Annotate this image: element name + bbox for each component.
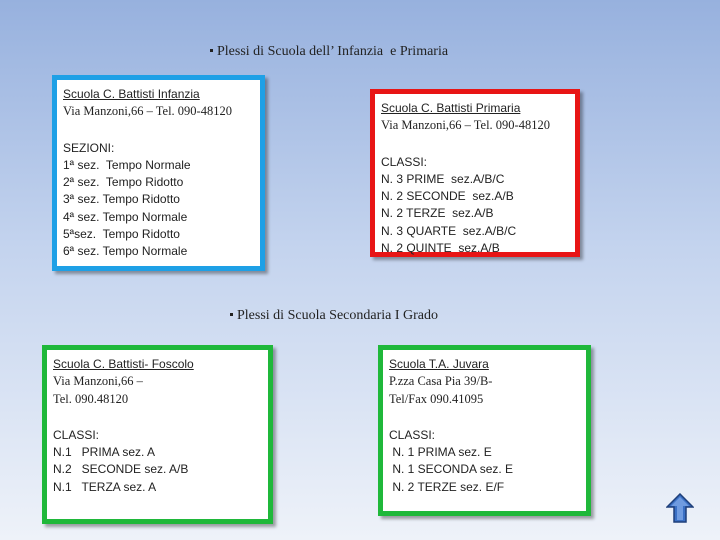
list-item: 2ª sez. Tempo Ridotto: [63, 175, 184, 190]
list-item: N. 2 QUINTE sez.A/B: [381, 241, 500, 256]
school-name: Scuola C. Battisti- Foscolo: [53, 357, 194, 371]
school-name: Scuola T.A. Juvara: [389, 357, 489, 371]
list-item: N.2 SECONDE sez. A/B: [53, 462, 189, 477]
address: P.zza Casa Pia 39/B-: [389, 374, 493, 389]
list-item: N. 2 TERZE sez. E/F: [389, 479, 505, 494]
list-item: N. 2 TERZE sez.A/B: [381, 206, 494, 221]
home-button[interactable]: [666, 493, 694, 523]
list-item: 4ª sez. Tempo Normale: [63, 209, 188, 224]
list-item: N. 3 PRIME sez.A/B/C: [381, 171, 505, 186]
address: Tel/Fax 090.41095: [389, 391, 484, 406]
section-label: CLASSI:: [389, 427, 436, 442]
list-item: 1ª sez. Tempo Normale: [63, 157, 191, 172]
heading: Plessi di Scuola dell’ Infanzia e Primar…: [210, 44, 448, 60]
address: Tel. 090.48120: [53, 391, 129, 406]
list-item: N.1 PRIMA sez. A: [53, 445, 156, 460]
list-item: N.1 TERZA sez. A: [53, 479, 157, 494]
list-item: N. 1 PRIMA sez. E: [389, 445, 492, 460]
address: Via Manzoni,66 – Tel. 090-48120: [63, 104, 232, 119]
school-box: Scuola C. Battisti- Foscolo Via Manzoni,6…: [42, 345, 273, 524]
list-item: N. 1 SECONDA sez. E: [389, 462, 514, 477]
list-item: N. 2 SECONDE sez.A/B: [381, 189, 514, 204]
school-box: Scuola T.A. Juvara P.zza Casa Pia 39/B- Te…: [378, 345, 591, 516]
address: Via Manzoni,66 –: [53, 374, 143, 389]
school-name: Scuola C. Battisti Primaria: [381, 101, 521, 115]
list-item: 5ªsez. Tempo Ridotto: [63, 227, 180, 242]
list-item: N. 3 QUARTE sez.A/B/C: [381, 223, 517, 238]
section-label: SEZIONI:: [63, 140, 115, 155]
section-label: CLASSI:: [53, 427, 100, 442]
list-item: 6ª sez. Tempo Normale: [63, 244, 188, 259]
school-box: Scuola C. Battisti Infanzia Via Manzoni,6…: [52, 75, 265, 271]
school-name: Scuola C. Battisti Infanzia: [63, 87, 200, 101]
heading: Plessi di Scuola Secondaria I Grado: [230, 308, 438, 324]
list-item: 3ª sez. Tempo Ridotto: [63, 192, 180, 207]
address: Via Manzoni,66 – Tel. 090-48120: [381, 118, 550, 133]
school-box: Scuola C. Battisti Primaria Via Manzoni,6…: [370, 89, 580, 257]
section-label: CLASSI:: [381, 154, 428, 169]
